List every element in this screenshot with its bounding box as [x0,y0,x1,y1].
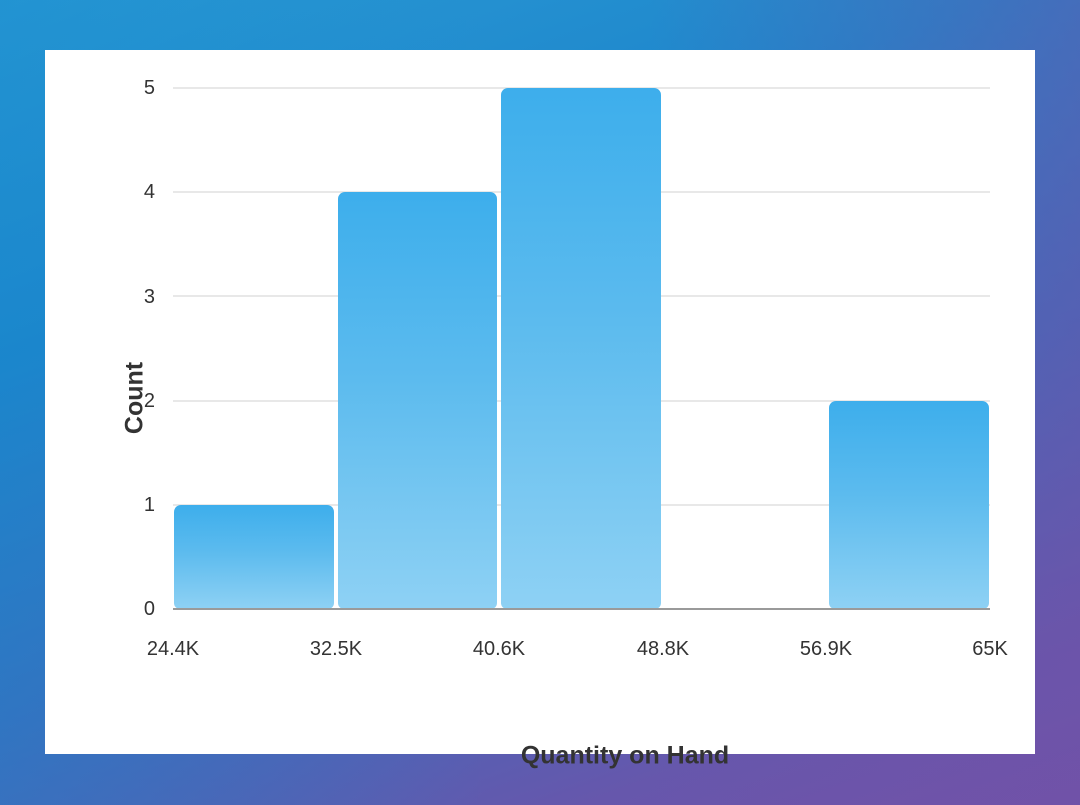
histogram-bar[interactable] [174,505,334,609]
x-tick-3: 48.8K [636,638,690,660]
y-tick-0: 0 [143,598,155,620]
y-tick-5: 5 [143,77,155,99]
histogram-bar[interactable] [338,192,497,609]
x-axis-label: Quantity on Hand [520,741,730,770]
y-tick-2: 2 [143,390,155,412]
x-tick-4: 56.9K [799,638,853,660]
y-tick-4: 4 [143,181,155,203]
y-tick-1: 1 [143,494,155,516]
x-tick-5: 65K [972,638,1008,660]
x-tick-2: 40.6K [472,638,526,660]
x-tick-0: 24.4K [146,638,200,660]
y-tick-3: 3 [143,286,155,308]
x-axis-line [173,608,990,610]
histogram-bar[interactable] [829,401,989,609]
plot-area [173,87,990,610]
x-tick-1: 32.5K [309,638,363,660]
histogram-bar[interactable] [501,88,661,609]
